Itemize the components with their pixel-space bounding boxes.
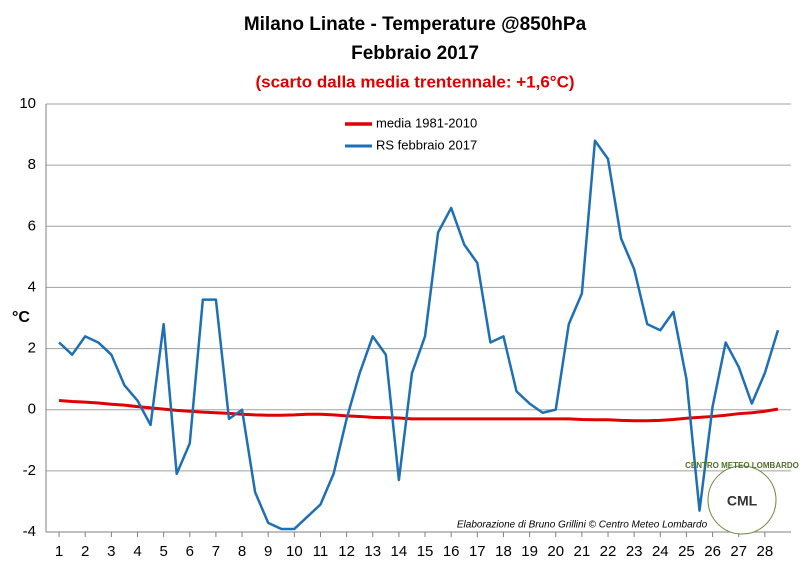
x-tick-label: 9 xyxy=(264,543,272,560)
x-tick-label: 24 xyxy=(652,543,669,560)
y-tick-label: 6 xyxy=(28,217,36,234)
y-tick-label: 8 xyxy=(28,156,36,173)
legend-label: media 1981-2010 xyxy=(376,115,477,130)
x-tick-label: 18 xyxy=(495,543,512,560)
y-tick-label: 0 xyxy=(28,401,36,418)
y-tick-label: 4 xyxy=(28,278,36,295)
legend-label: RS febbraio 2017 xyxy=(376,137,477,152)
x-tick-label: 10 xyxy=(286,543,303,560)
x-tick-label: 1 xyxy=(55,543,63,560)
x-tick-label: 14 xyxy=(391,543,408,560)
x-tick-label: 2 xyxy=(81,543,89,560)
x-tick-label: 27 xyxy=(730,543,747,560)
x-tick-label: 25 xyxy=(678,543,695,560)
x-tick-label: 22 xyxy=(600,543,617,560)
x-tick-label: 16 xyxy=(443,543,460,560)
series-line xyxy=(58,139,780,531)
x-tick-label: 23 xyxy=(626,543,643,560)
y-tick-label: 2 xyxy=(28,340,36,357)
x-tick-label: 6 xyxy=(186,543,194,560)
y-tick-label: -4 xyxy=(23,523,36,540)
logo-ring: CENTRO METEO LOMBARDO xyxy=(685,461,799,470)
y-tick-label: -2 xyxy=(23,462,36,479)
series-line xyxy=(58,399,779,423)
logo-initials: CML xyxy=(727,493,758,509)
x-tick-label: 19 xyxy=(521,543,538,560)
annotation: Elaborazione di Bruno Grillini © Centro … xyxy=(457,520,708,531)
x-tick-label: 7 xyxy=(212,543,220,560)
x-tick-label: 11 xyxy=(313,543,329,560)
logo: CENTRO METEO LOMBARDO CML xyxy=(685,461,799,535)
logo-circle xyxy=(707,465,777,535)
x-tick-label: 3 xyxy=(107,543,115,560)
y-axis-label: °C xyxy=(12,309,30,326)
chart-subtitle: Febbraio 2017 xyxy=(351,43,479,64)
x-tick-label: 8 xyxy=(238,543,246,560)
x-tick-label: 20 xyxy=(547,543,564,560)
x-tick-label: 17 xyxy=(469,543,486,560)
y-tick-label: 10 xyxy=(19,95,36,112)
x-tick-label: 4 xyxy=(133,543,141,560)
x-tick-label: 5 xyxy=(159,543,167,560)
x-tick-label: 13 xyxy=(364,543,381,560)
chart-note: (scarto dalla media trentennale: +1,6°C) xyxy=(255,72,574,91)
x-tick-label: 15 xyxy=(417,543,434,560)
x-tick-label: 28 xyxy=(757,543,774,560)
x-tick-label: 21 xyxy=(574,543,591,560)
x-tick-label: 12 xyxy=(338,543,355,560)
chart-title: Milano Linate - Temperature @850hPa xyxy=(244,14,587,35)
x-tick-label: 26 xyxy=(704,543,721,560)
